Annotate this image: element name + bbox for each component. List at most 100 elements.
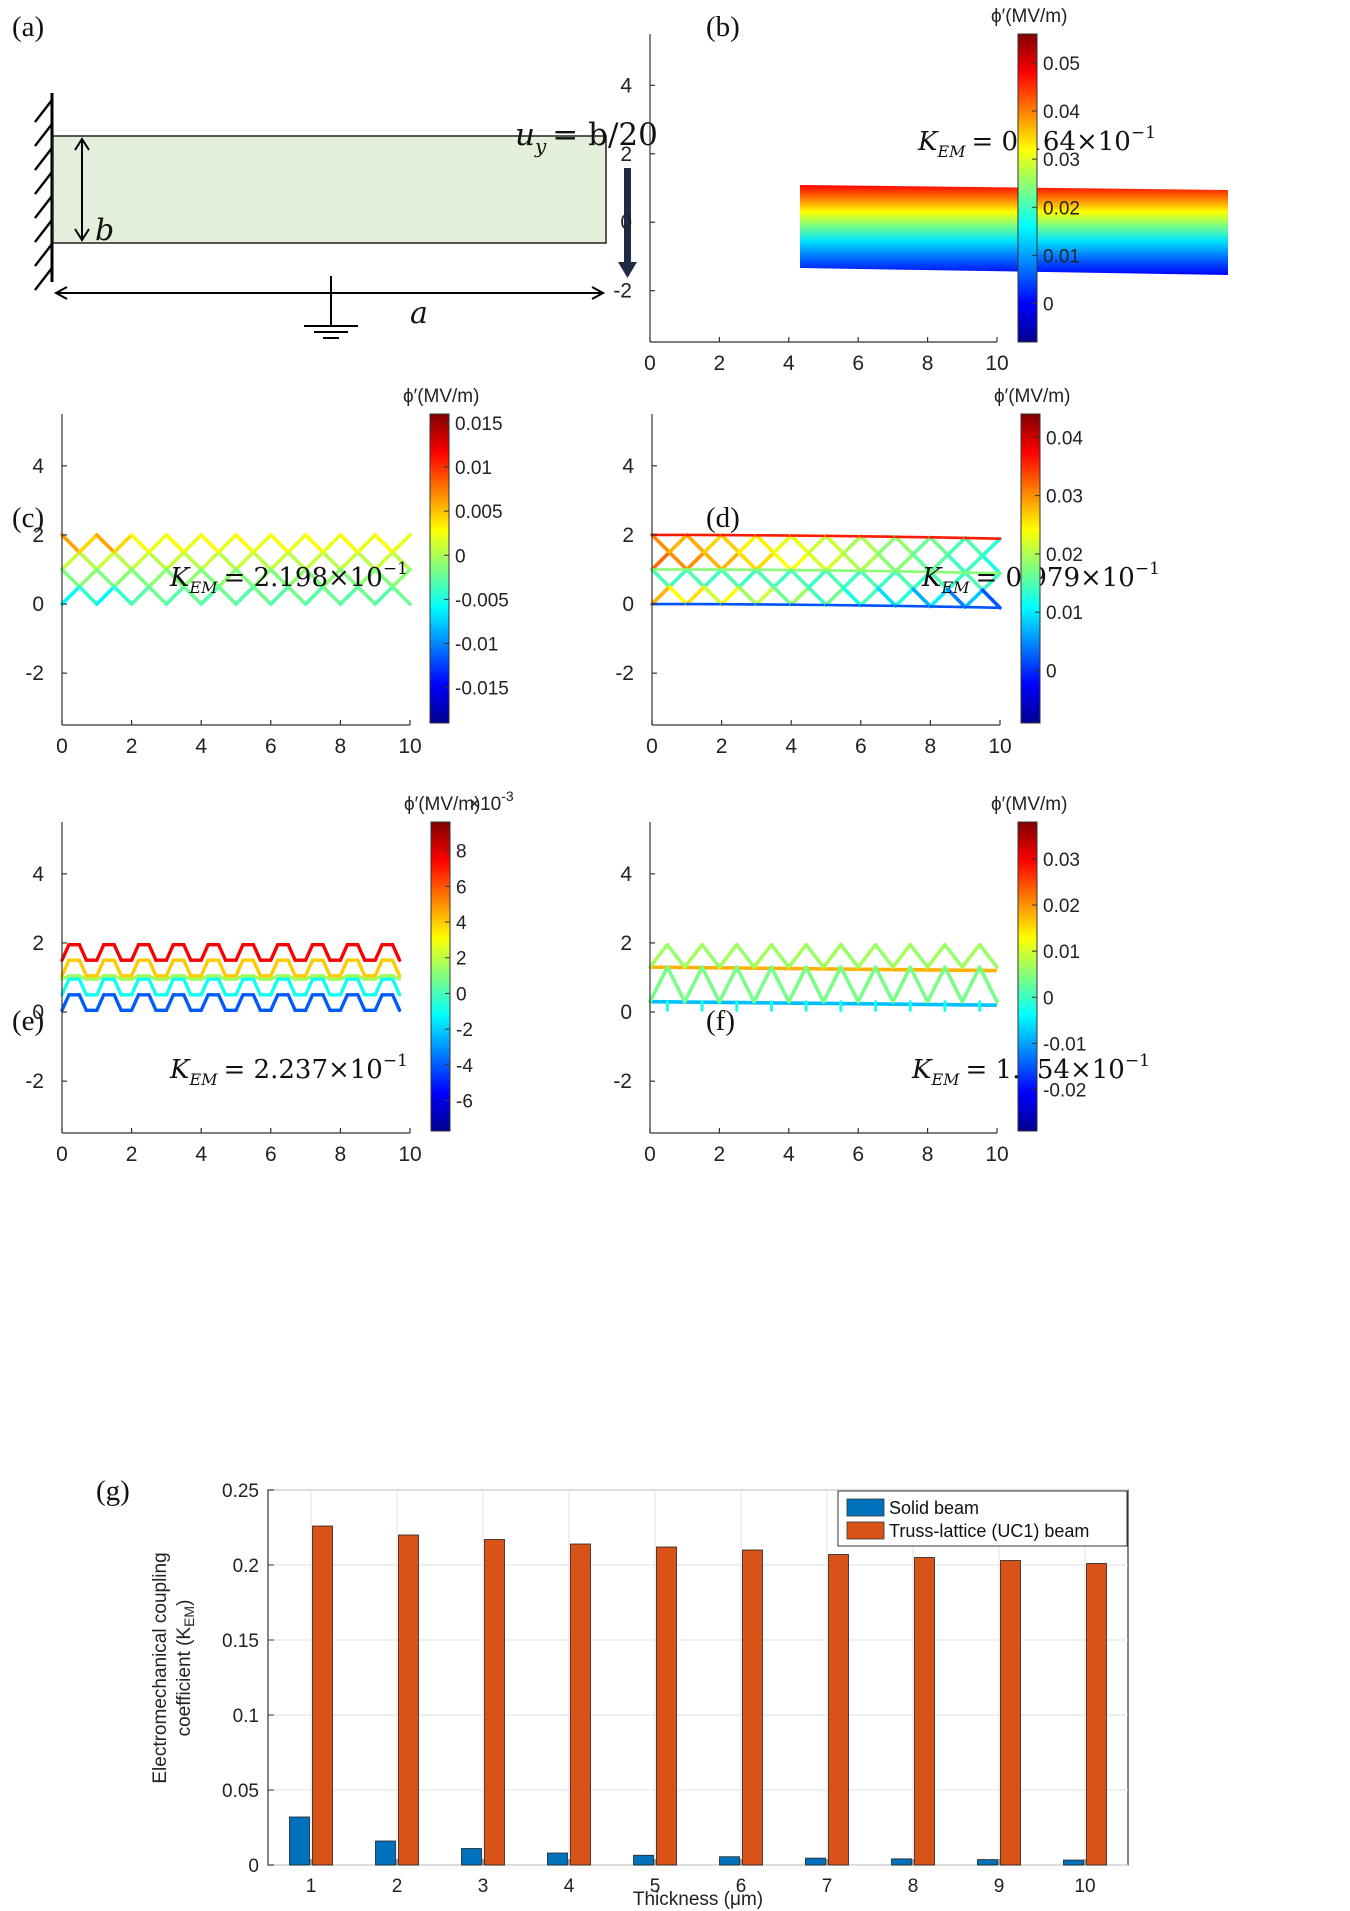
lattice-strut [60, 977, 71, 997]
lattice-strut [182, 533, 203, 555]
lattice-strut [286, 533, 308, 555]
lattice-strut [925, 942, 947, 969]
lattice-strut [925, 965, 947, 1004]
lattice-strut [373, 567, 395, 589]
panel-label-c: (c) [12, 502, 44, 534]
panel-label-g: (g) [96, 1475, 130, 1507]
lattice-strut [876, 551, 898, 574]
colorbar-c: ϕ′(MV/m) 0.015 0.01 0.005 0 -0.005 -0.01 -0.015 [403, 386, 509, 724]
lattice-strut [893, 587, 915, 608]
lattice-strut [60, 958, 71, 978]
panel-label-e: (e) [12, 1005, 44, 1037]
y-tick-label: 4 [32, 455, 44, 478]
beam-rectangle [52, 135, 607, 244]
lattice-strut [199, 533, 221, 555]
lattice-strut [321, 942, 332, 962]
bar-ytick-label: 0.05 [222, 1781, 259, 1802]
lattice-strut [945, 587, 968, 609]
colorbar-tick-label: -0.02 [1043, 1080, 1086, 1101]
lattice-strut [303, 584, 325, 606]
colorbar-tick-label: 0.03 [1043, 850, 1080, 871]
lattice-strut [719, 585, 741, 607]
lattice-strut [390, 977, 402, 997]
colorbar-tick-label: 0 [1046, 662, 1057, 683]
lattice-strut [786, 965, 808, 1004]
x-tick-label: 6 [852, 1143, 864, 1166]
lattice-strut [321, 550, 343, 572]
bar-xtick-label: 1 [306, 1876, 317, 1897]
lattice-strut [373, 993, 384, 1013]
bar-xtick-label: 8 [908, 1876, 919, 1897]
lattice-strut [737, 585, 759, 607]
bar-legend: Solid beam Truss-lattice (UC1) beam [837, 1490, 1128, 1547]
lattice-strut [824, 568, 846, 590]
bar-ytick-label: 0.25 [222, 1481, 259, 1502]
lattice-strut [841, 569, 863, 590]
bar-truss-lattice [312, 1525, 333, 1866]
lattice-strut [129, 942, 141, 962]
lattice-strut [856, 965, 878, 1004]
lattice-strut [911, 552, 933, 574]
axes-c: 0 2 4 6 8 10 4 2 0 -2 [25, 414, 422, 758]
bar-truss-lattice [484, 1539, 505, 1866]
lattice-strut [839, 942, 861, 969]
lattice-strut [77, 567, 99, 589]
colorbar-tick-label: 0.01 [1043, 246, 1080, 267]
lattice-strut [684, 567, 707, 589]
x-tick-label: 6 [265, 735, 277, 758]
lattice-strut [684, 533, 707, 555]
axes-f: 0 2 4 6 8 10 4 2 0 -2 [613, 822, 1009, 1166]
lattice-strut [199, 567, 221, 589]
lattice-strut [390, 958, 402, 978]
lattice-strut [928, 535, 950, 557]
bar-xtick-label: 2 [392, 1876, 403, 1897]
lattice-strut [754, 550, 776, 572]
x-tick-label: 10 [398, 1143, 421, 1166]
lattice-strut [719, 550, 741, 572]
lattice-strut [129, 533, 151, 555]
lattice-strut [234, 567, 256, 589]
lattice-strut [824, 534, 846, 556]
y-tick-label: 0 [32, 593, 44, 616]
panel-d: (d) 0 2 4 6 8 10 4 2 0 -2 KEM = 0.979×10−1 ϕ′(MV/m… [615, 386, 1160, 758]
legend-label-truss: Truss-lattice (UC1) beam [889, 1521, 1089, 1541]
lattice-strut [667, 533, 689, 555]
lattice-strut [960, 965, 982, 1004]
lattice-strut [60, 584, 82, 606]
lattice-strut [251, 993, 263, 1013]
axes-e: 0 2 4 6 8 10 4 2 0 -2 [25, 822, 422, 1166]
y-tick-label: 2 [622, 524, 634, 547]
lattice-strut [665, 965, 687, 1004]
lattice-strut [390, 533, 412, 555]
y-tick-label: 2 [32, 524, 44, 547]
lattice-strut [234, 584, 256, 606]
lattice-strut [821, 942, 843, 969]
lattice-strut [182, 977, 193, 997]
lattice-strut [251, 958, 263, 978]
lattice-strut [806, 568, 828, 590]
lattice-c [60, 533, 412, 606]
bar-ytick-label: 0 [248, 1856, 259, 1877]
lattice-strut [876, 534, 898, 556]
lattice-strut [95, 550, 116, 572]
lattice-strut [112, 993, 123, 1013]
lattice-strut [356, 958, 367, 978]
kem-label-b: KEM = 0.164×10−1 [917, 123, 1156, 161]
displacement-arrow [618, 168, 637, 278]
bar-solid-beam [547, 1852, 568, 1866]
lattice-strut [682, 965, 704, 1004]
lattice-strut [303, 550, 325, 572]
colorbar-tick-label: 0 [1043, 988, 1054, 1009]
lattice-strut [182, 567, 203, 589]
lattice-strut [234, 993, 245, 1013]
lattice-strut [945, 570, 968, 592]
lattice-strut [112, 942, 123, 962]
lattice-strut [216, 993, 228, 1013]
panel-e: (e) 0 2 4 6 8 10 4 2 0 -2 KEM = 2.237×10−1 ϕ′(MV/m… [12, 788, 514, 1166]
lattice-strut [824, 586, 846, 607]
lattice-strut [251, 977, 263, 997]
colorbar-tick-label: -6 [456, 1092, 473, 1113]
x-tick-label: 10 [988, 735, 1011, 758]
lattice-strut [977, 965, 999, 1004]
colorbar-label: ϕ′(MV/m) [404, 794, 480, 815]
